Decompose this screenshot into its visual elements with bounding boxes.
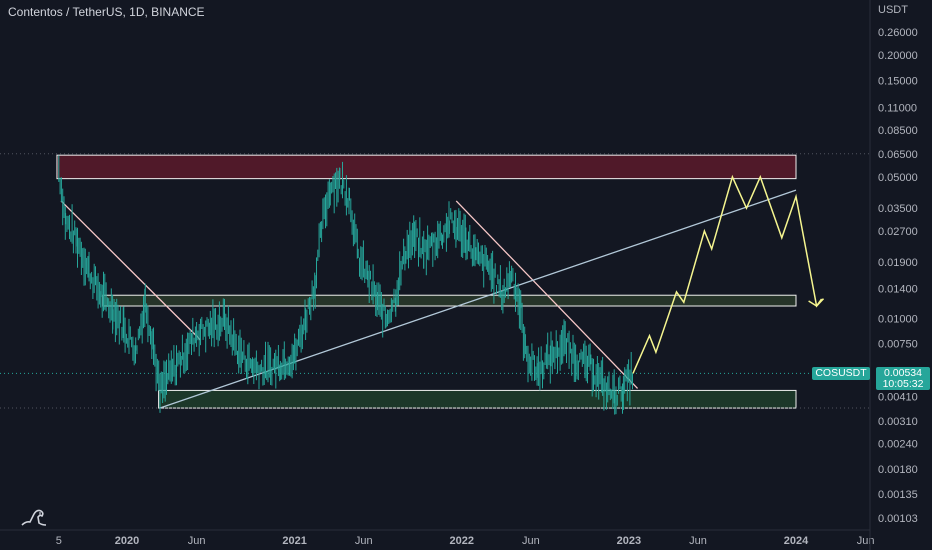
y-tick-label: 0.01400 [878, 284, 918, 296]
y-tick-label: 0.00135 [878, 489, 918, 501]
y-tick-label: 0.03500 [878, 203, 918, 215]
projection-path[interactable] [632, 174, 825, 374]
projection-layer [632, 174, 825, 374]
x-tick-label: 2020 [115, 535, 139, 547]
y-tick-label: 0.26000 [878, 27, 918, 39]
zone-resistance[interactable] [56, 154, 797, 180]
y-tick-label: 0.00410 [878, 392, 918, 404]
chart-title: Contentos / TetherUS, 1D, BINANCE [8, 5, 205, 19]
y-tick-label: 0.11000 [878, 103, 917, 115]
x-tick-label: Jun [355, 535, 373, 547]
zone-support[interactable] [158, 389, 797, 409]
y-tick-label: 0.00310 [878, 416, 918, 428]
x-tick-label: 2022 [449, 535, 473, 547]
x-tick-label: 5 [56, 535, 62, 547]
zones-layer [56, 154, 797, 409]
x-tick-label: 2021 [282, 535, 306, 547]
tradingview-logo-icon[interactable] [20, 505, 48, 529]
y-tick-label: 0.08500 [878, 125, 918, 137]
x-tick-label: Jun [689, 535, 707, 547]
x-tick-label: 2024 [784, 535, 809, 547]
price-candles [58, 155, 633, 415]
symbol-badge: COSUSDT [812, 367, 870, 380]
currency-label: USDT [878, 4, 908, 16]
hlines-layer [0, 153, 870, 409]
y-tick-label: 0.01900 [878, 257, 918, 269]
x-tick-label: 2023 [617, 535, 641, 547]
x-tick-label: Jun [857, 535, 875, 547]
y-tick-label: 0.15000 [878, 75, 918, 87]
zone-mid[interactable] [102, 294, 797, 307]
x-axis: 5 2020 Jun 2021 Jun 2022 Jun 2023 Jun 2024 Jun [0, 529, 875, 547]
y-tick-label: 0.00240 [878, 439, 918, 451]
projection-arrowhead [808, 298, 823, 308]
x-tick-label: Jun [188, 535, 206, 547]
y-tick-label: 0.06500 [878, 149, 918, 161]
x-tick-label: Jun [522, 535, 540, 547]
y-tick-label: 0.05000 [878, 172, 918, 184]
y-tick-label: 0.02700 [878, 226, 918, 238]
y-tick-label: 0.00180 [878, 464, 918, 476]
price-series-layer [58, 155, 633, 415]
y-tick-label: 0.01000 [878, 313, 918, 325]
trendline-downtrend-2[interactable] [455, 200, 639, 389]
trendline-downtrend-1[interactable] [60, 200, 202, 341]
countdown-timer: 10:05:32 [882, 378, 924, 390]
price-badge: 0.00534 10:05:32 [876, 367, 930, 390]
y-tick-label: 0.00750 [878, 339, 918, 351]
y-tick-label: 0.20000 [878, 50, 918, 62]
y-tick-label: 0.00103 [878, 513, 918, 525]
y-axis[interactable]: 0.26000 0.20000 0.15000 0.11000 0.08500 0.065… [869, 0, 918, 550]
current-price: 0.00534 [884, 367, 922, 379]
